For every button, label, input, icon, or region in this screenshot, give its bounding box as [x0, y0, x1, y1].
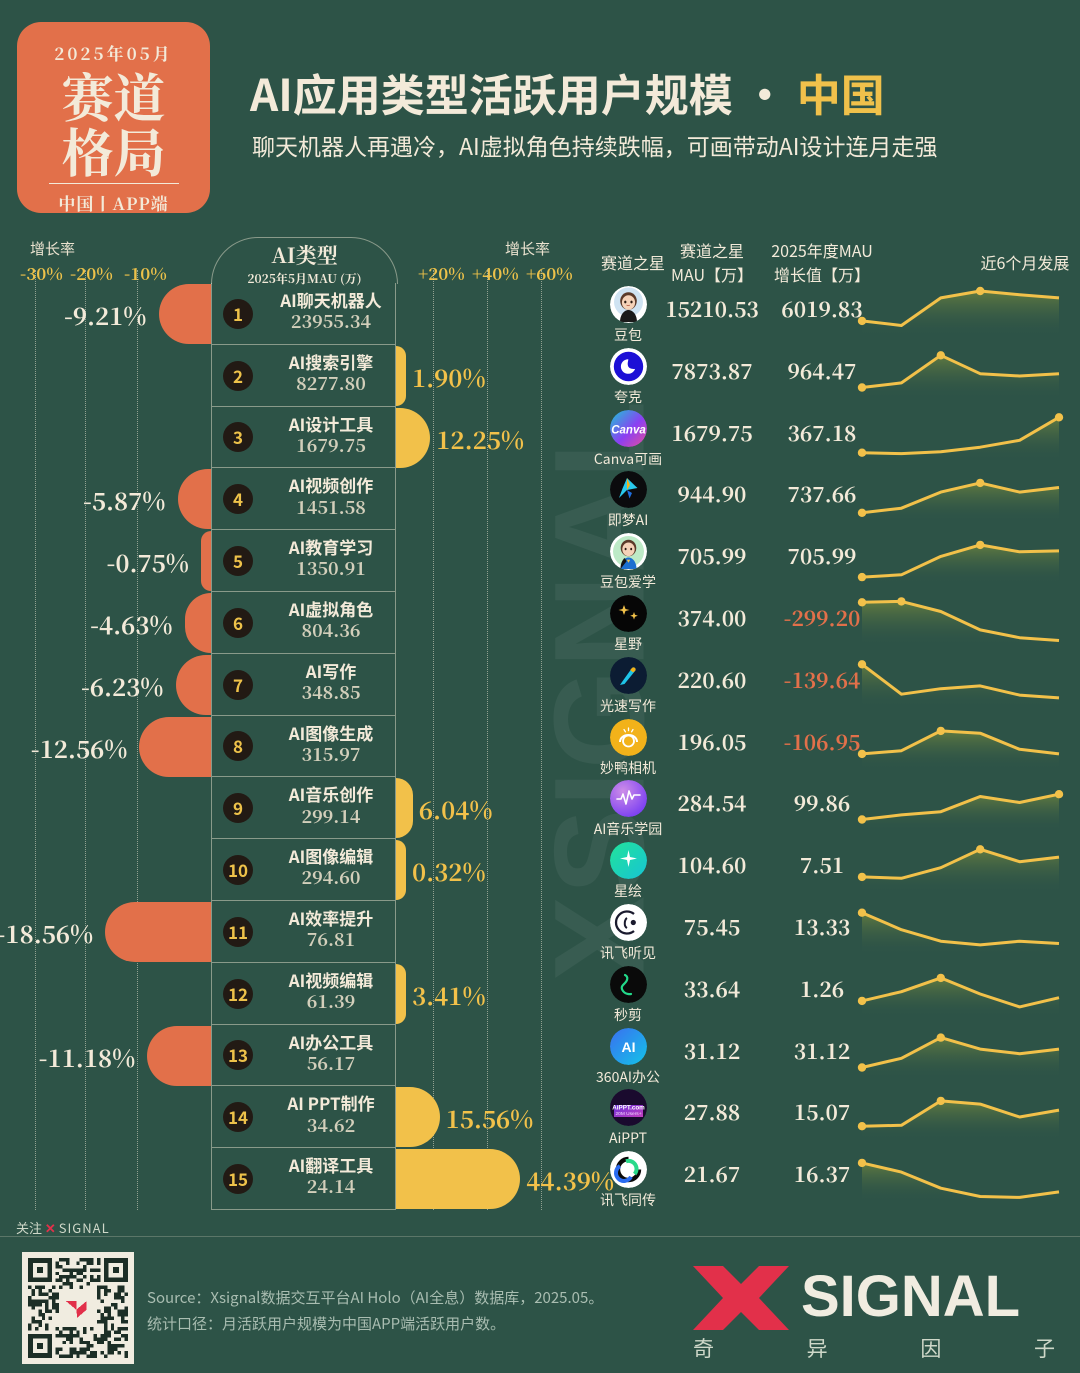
svg-text:AI: AI [621, 1039, 635, 1055]
svg-text:AiPPT.com: AiPPT.com [612, 1105, 645, 1112]
svg-text:SIGNAL: SIGNAL [801, 1264, 1020, 1329]
svg-text:20M Users+: 20M Users+ [615, 1111, 641, 1117]
svg-text:Canva: Canva [611, 424, 646, 436]
